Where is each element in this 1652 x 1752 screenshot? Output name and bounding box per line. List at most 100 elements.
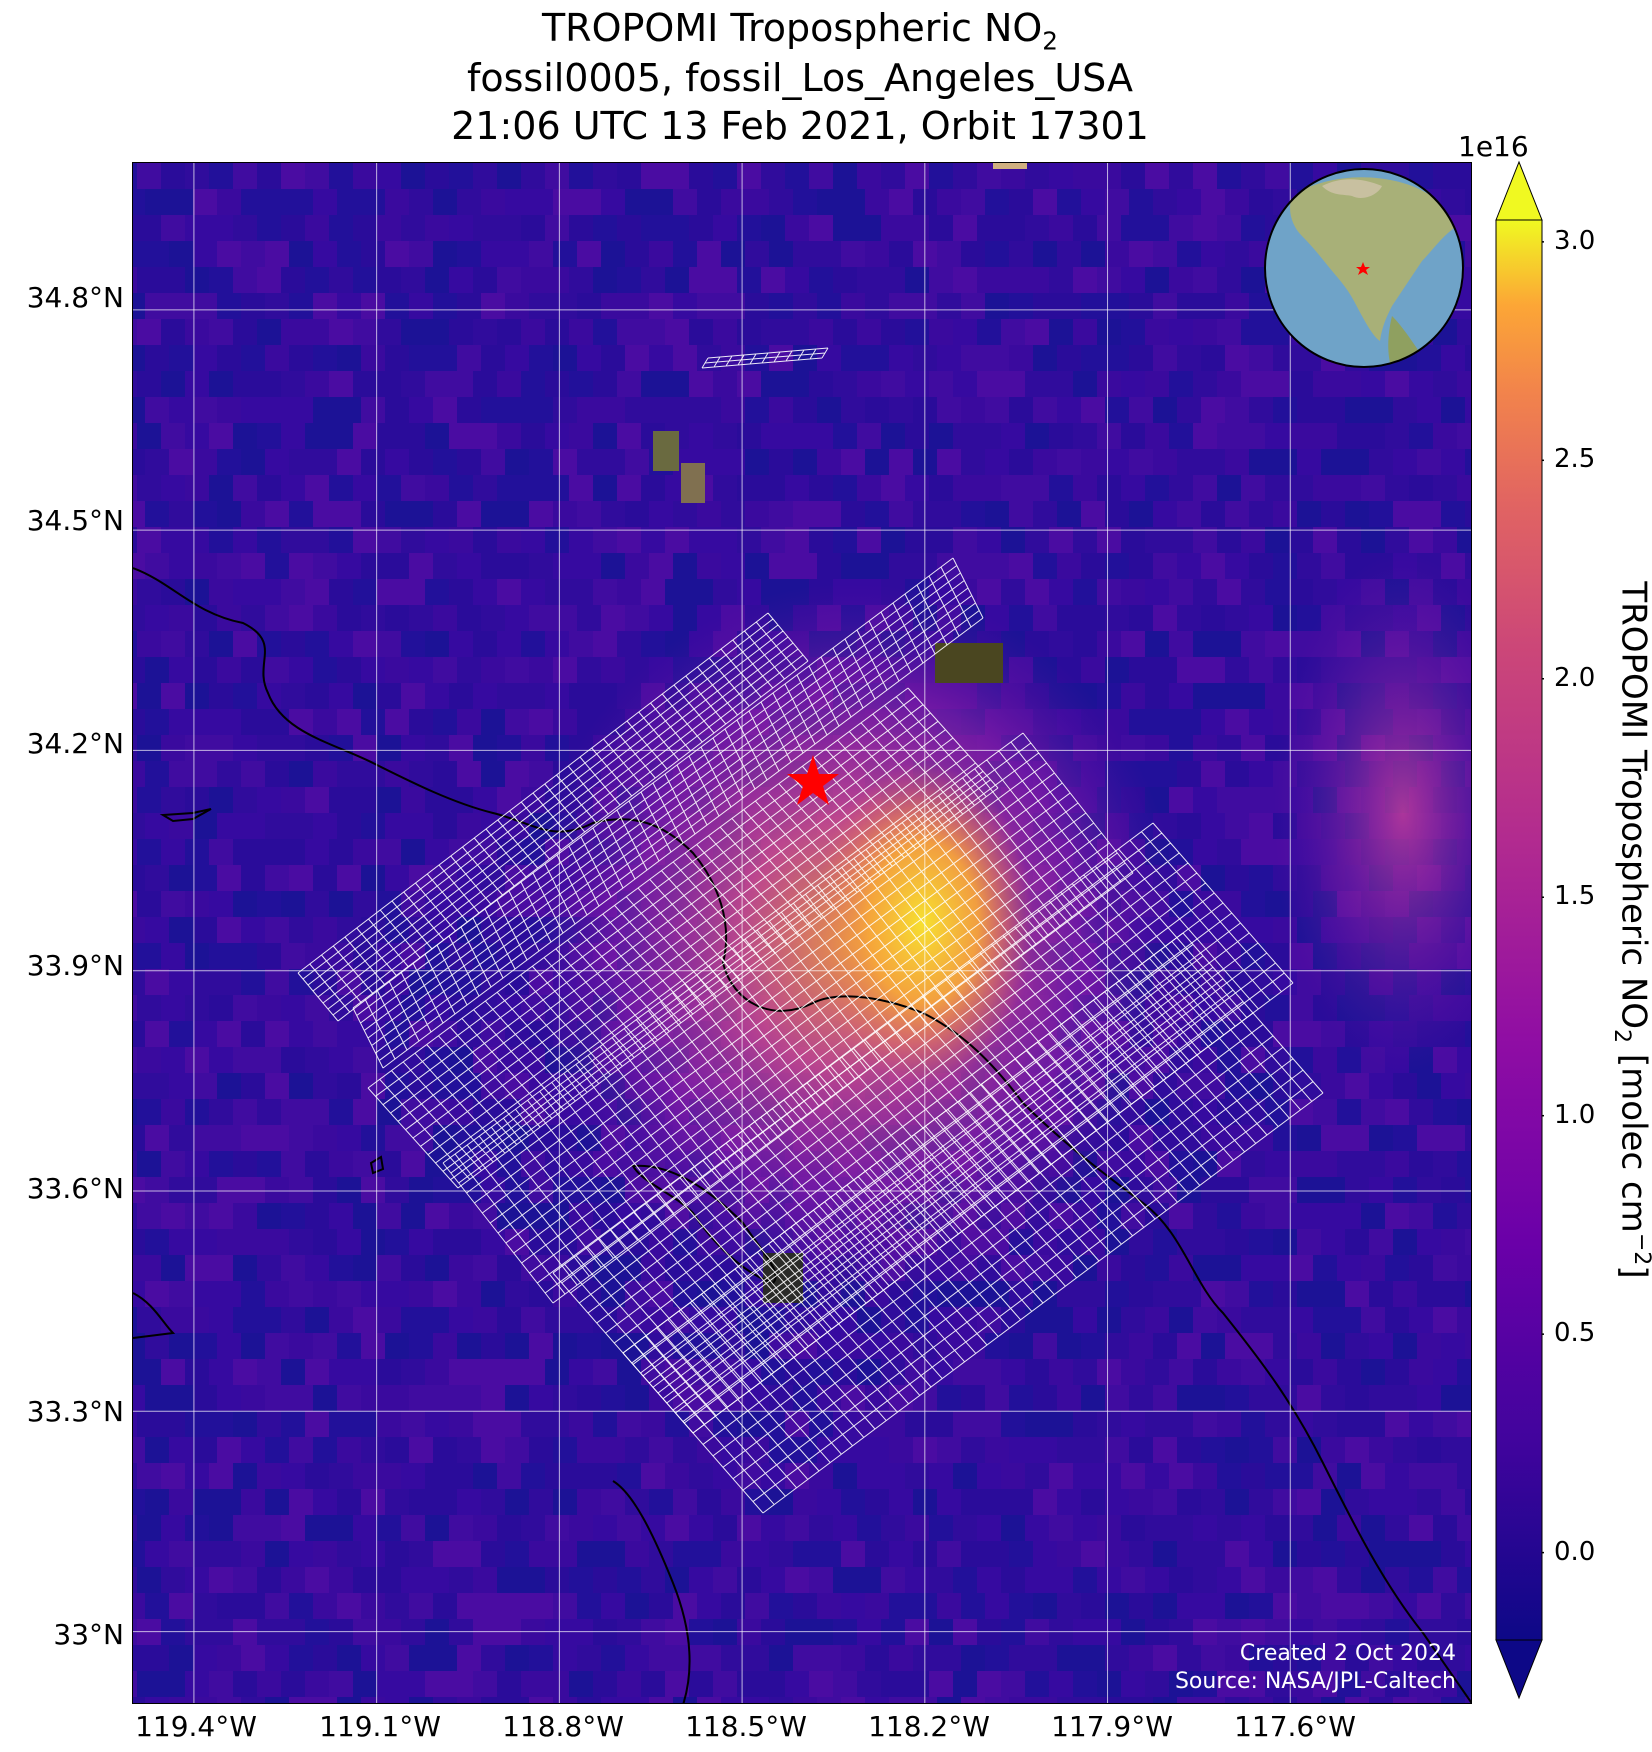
no2-pixel — [545, 163, 570, 190]
no2-pixel — [329, 1047, 354, 1074]
no2-pixel — [353, 1359, 378, 1386]
no2-pixel — [449, 163, 474, 190]
no2-pixel — [193, 865, 218, 892]
no2-pixel — [1129, 1489, 1154, 1516]
no2-pixel — [617, 631, 642, 658]
no2-pixel — [1249, 761, 1274, 788]
no2-pixel — [193, 969, 218, 996]
no2-pixel — [425, 1359, 450, 1386]
coastline-mainland — [133, 567, 1471, 1703]
no2-pixel — [1129, 1229, 1154, 1256]
no2-pixel — [473, 1515, 498, 1542]
no2-pixel — [1121, 1463, 1146, 1490]
no2-pixel — [457, 1489, 482, 1516]
no2-pixel — [329, 319, 354, 346]
no2-pixel — [961, 345, 986, 372]
no2-pixel — [1073, 1567, 1098, 1594]
no2-pixel — [673, 397, 698, 424]
no2-pixel — [133, 1411, 138, 1438]
no2-pixel — [1385, 1203, 1410, 1230]
no2-pixel — [1289, 1203, 1314, 1230]
no2-pixel — [1249, 709, 1274, 736]
no2-pixel — [1289, 527, 1314, 554]
no2-pixel — [1169, 319, 1194, 346]
no2-pixel — [881, 1567, 906, 1594]
no2-pixel — [649, 1489, 674, 1516]
no2-pixel — [161, 527, 186, 554]
no2-pixel — [1465, 1229, 1471, 1256]
no2-pixel — [473, 319, 498, 346]
no2-pixel — [193, 1489, 218, 1516]
no2-pixel — [953, 423, 978, 450]
no2-pixel — [1169, 1567, 1194, 1594]
no2-pixel — [577, 1541, 602, 1568]
no2-pixel — [1241, 1255, 1266, 1282]
no2-pixel — [361, 1541, 386, 1568]
no2-pixel — [929, 215, 954, 242]
no2-pixel — [361, 969, 386, 996]
no2-pixel — [1033, 293, 1058, 320]
no2-pixel — [1433, 1463, 1458, 1490]
no2-pixel — [833, 163, 858, 190]
no2-pixel — [337, 553, 362, 580]
no2-pixel — [529, 1437, 554, 1464]
no2-pixel — [257, 1515, 282, 1542]
no2-pixel — [161, 371, 186, 398]
no2-pixel — [361, 1281, 386, 1308]
no2-pixel — [133, 891, 138, 918]
no2-pixel — [337, 709, 362, 736]
no2-pixel — [329, 475, 354, 502]
lon-tick: 117.6°W — [1234, 1710, 1356, 1743]
no2-pixel — [385, 449, 410, 476]
no2-pixel — [1153, 1437, 1178, 1464]
no2-pixel — [1321, 1333, 1346, 1360]
no2-pixel — [1177, 709, 1202, 736]
no2-pixel — [185, 1567, 210, 1594]
map-panel[interactable] — [132, 162, 1472, 1704]
no2-pixel — [1121, 1671, 1146, 1698]
no2-pixel — [133, 397, 146, 424]
no2-pixel — [385, 241, 410, 268]
no2-pixel — [913, 189, 938, 216]
no2-pixel — [569, 423, 594, 450]
no2-pixel — [257, 1047, 282, 1074]
no2-pixel — [169, 1541, 194, 1568]
no2-pixel — [1457, 1463, 1471, 1490]
no2-pixel — [1097, 371, 1122, 398]
no2-pixel — [1033, 501, 1058, 528]
no2-pixel — [1265, 1619, 1290, 1646]
no2-pixel — [985, 1697, 1010, 1703]
no2-pixel — [217, 1697, 242, 1703]
no2-pixel — [161, 1151, 186, 1178]
no2-pixel — [545, 1463, 570, 1490]
no2-pixel — [1265, 371, 1290, 398]
no2-pixel — [1297, 1593, 1322, 1620]
no2-pixel — [905, 423, 930, 450]
no2-pixel — [257, 527, 282, 554]
no2-pixel — [521, 1411, 546, 1438]
no2-pixel — [1361, 1567, 1386, 1594]
no2-pixel — [1145, 579, 1170, 606]
no2-pixel — [1153, 449, 1178, 476]
no2-pixel — [145, 1021, 170, 1048]
no2-pixel — [329, 215, 354, 242]
no2-pixel — [329, 1619, 354, 1646]
no2-pixel — [1201, 1437, 1226, 1464]
no2-pixel — [257, 215, 282, 242]
no2-pixel — [809, 267, 834, 294]
no2-pixel — [217, 293, 242, 320]
no2-pixel — [1457, 1255, 1471, 1282]
no2-pixel — [481, 449, 506, 476]
no2-pixel — [937, 1385, 962, 1412]
no2-pixel — [745, 241, 770, 268]
no2-pixel — [1241, 683, 1266, 710]
no2-pixel — [1049, 1567, 1074, 1594]
no2-pixel — [521, 1359, 546, 1386]
no2-pixel — [313, 917, 338, 944]
no2-pixel — [217, 1489, 242, 1516]
no2-pixel — [1057, 345, 1082, 372]
no2-pixel — [1441, 397, 1466, 424]
no2-pixel — [985, 1385, 1010, 1412]
no2-pixel — [1265, 1515, 1290, 1542]
no2-pixel — [1241, 1463, 1266, 1490]
